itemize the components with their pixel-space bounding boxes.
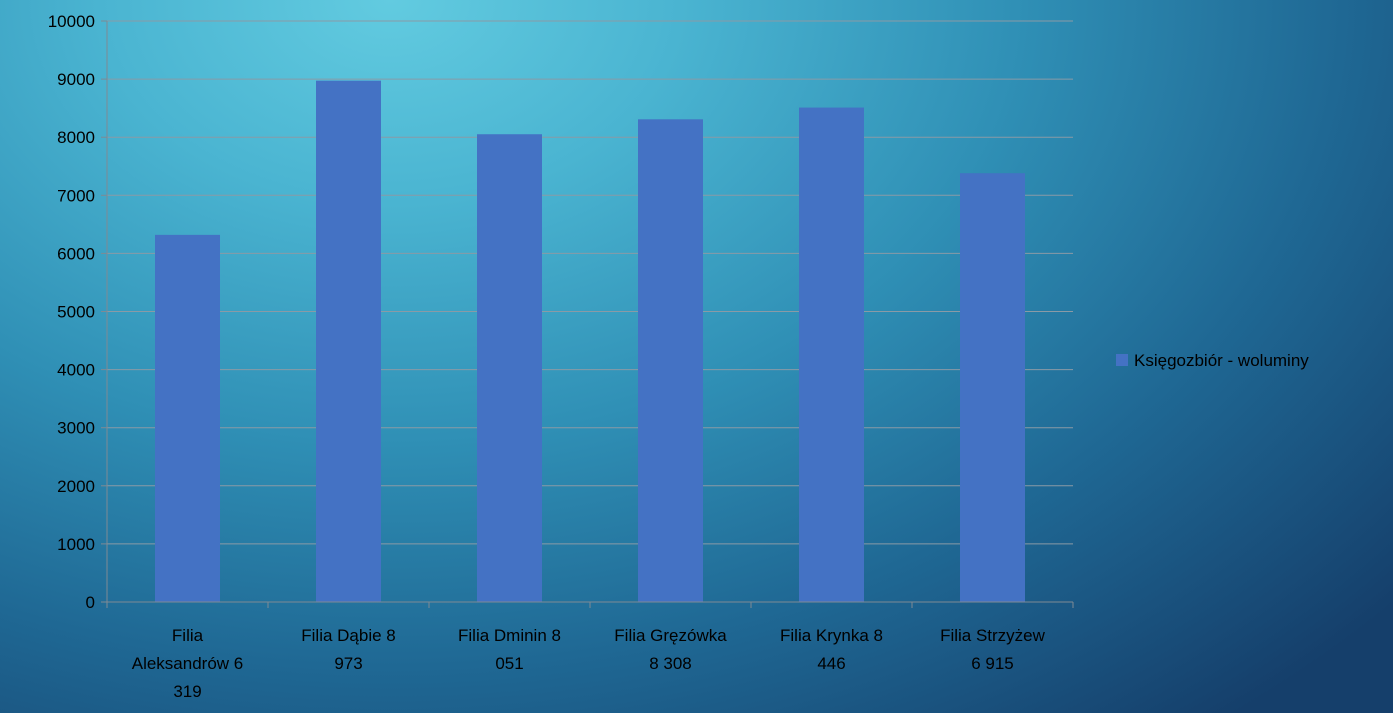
bar [316, 80, 381, 602]
bar [799, 107, 864, 602]
x-tick-label: Filia Dąbie 8 973 [301, 626, 396, 673]
axes [101, 20, 1074, 608]
y-axis-tick-labels: 0 1000 2000 3000 4000 5000 6000 7000 8000 9000 100… [48, 12, 95, 612]
bar [638, 119, 703, 602]
x-tick-label-line: 8 308 [649, 654, 692, 673]
y-tick-label: 4000 [57, 361, 95, 380]
x-tick-label: Filia Strzyżew 6 915 [940, 626, 1046, 673]
x-tick-label-line: 973 [334, 654, 362, 673]
x-tick-label: Filia Dminin 8 051 [458, 626, 561, 673]
x-tick-label-line: 6 915 [971, 654, 1014, 673]
y-tick-label: 10000 [48, 12, 95, 31]
y-tick-label: 7000 [57, 186, 95, 205]
x-tick-label-line: Filia Gręzówka [614, 626, 727, 645]
y-tick-label: 6000 [57, 244, 95, 263]
y-tick-label: 0 [86, 593, 95, 612]
x-tick-label-line: Filia Dąbie 8 [301, 626, 396, 645]
x-tick-label: Filia Krynka 8 446 [780, 626, 883, 673]
x-tick-label-line: Filia Dminin 8 [458, 626, 561, 645]
x-tick-label: Filia Gręzówka 8 308 [614, 626, 727, 673]
y-tick-label: 8000 [57, 128, 95, 147]
x-tick-label-line: Filia [172, 626, 204, 645]
x-tick-label-line: 051 [495, 654, 523, 673]
y-tick-label: 3000 [57, 419, 95, 438]
bar [155, 234, 220, 603]
y-tick-label: 9000 [57, 70, 95, 89]
y-tick-label: 2000 [57, 477, 95, 496]
legend-label: Księgozbiór - woluminy [1134, 351, 1309, 370]
gridlines [107, 20, 1073, 545]
x-tick-label: Filia Aleksandrów 6 319 [132, 626, 244, 701]
x-tick-label-line: Filia Strzyżew [940, 626, 1046, 645]
bar [960, 173, 1025, 603]
x-tick-label-line: 319 [173, 682, 201, 701]
x-tick-label-line: Aleksandrów 6 [132, 654, 244, 673]
legend-swatch [1116, 354, 1128, 366]
y-tick-label: 5000 [57, 303, 95, 322]
x-tick-label-line: 446 [817, 654, 845, 673]
bars [155, 80, 1025, 603]
bar [477, 134, 542, 603]
legend: Księgozbiór - woluminy [1116, 351, 1309, 370]
y-tick-label: 1000 [57, 535, 95, 554]
x-tick-label-line: Filia Krynka 8 [780, 626, 883, 645]
